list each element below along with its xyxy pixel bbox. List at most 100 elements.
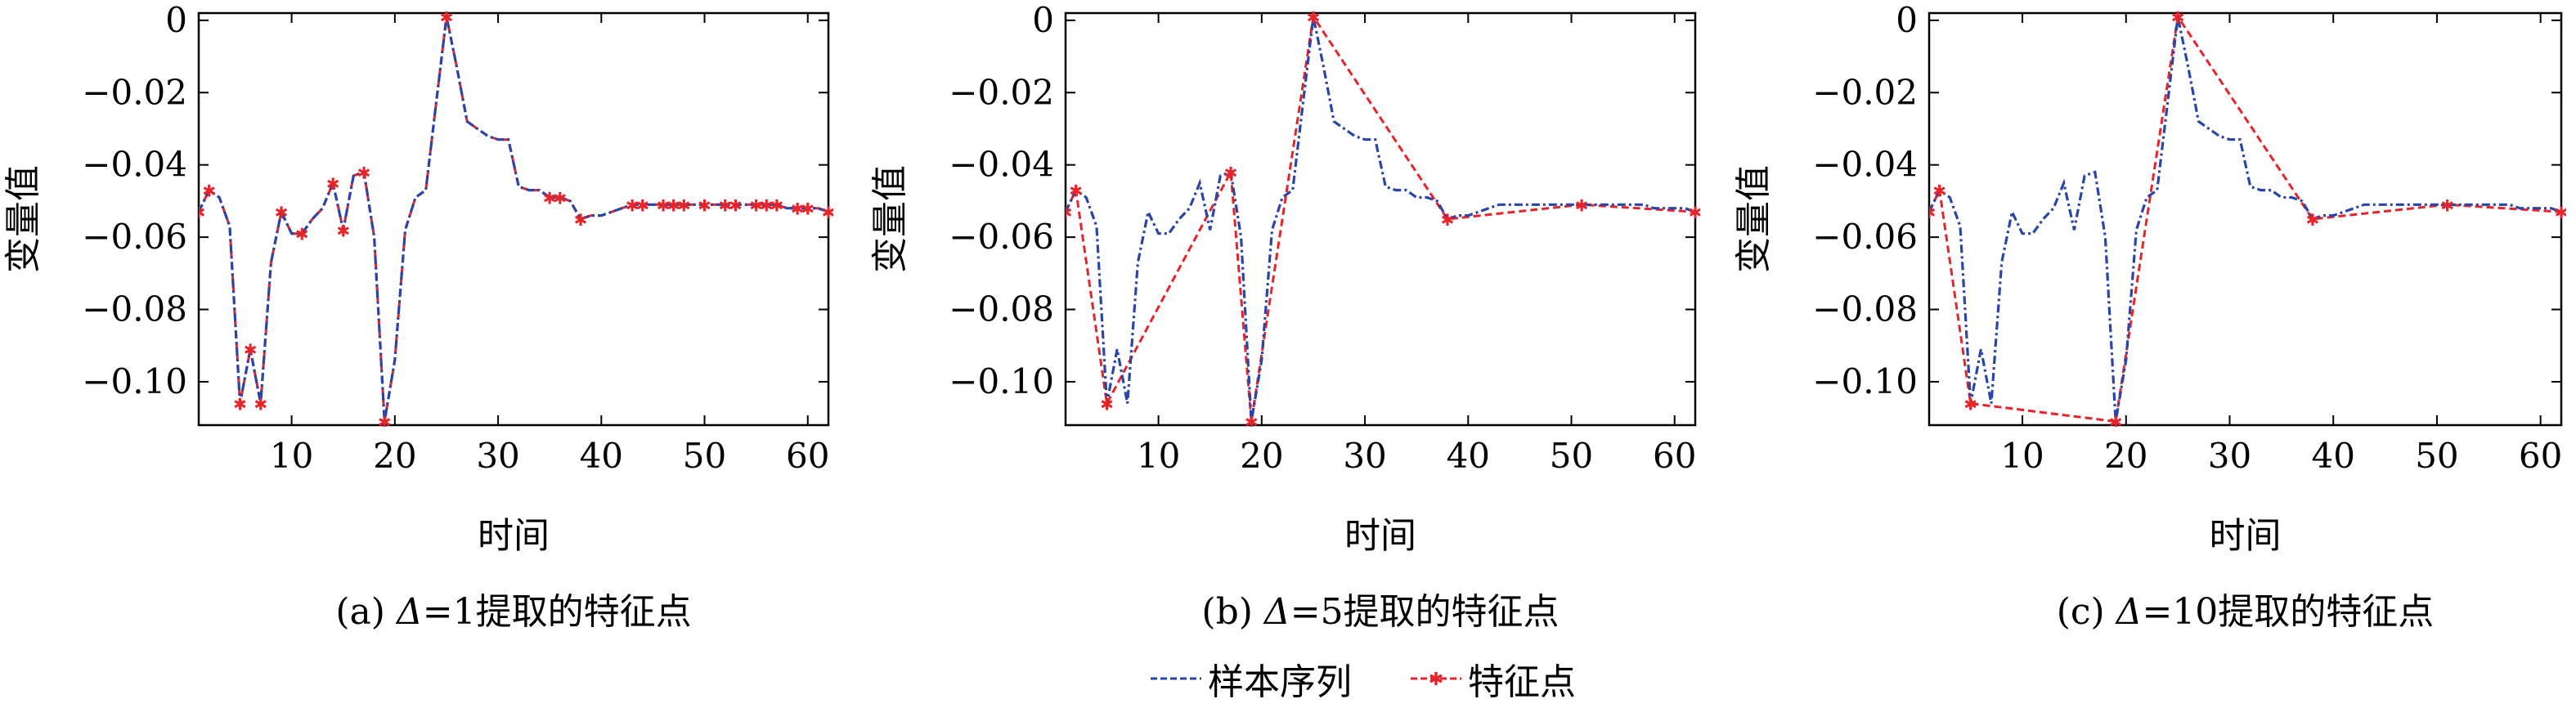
x-tick-label: 10 [270,436,313,476]
subfigure-caption: (a) Δ=1提取的特征点 [335,582,691,634]
feature-line [199,16,829,422]
y-axis-label: 变量值 [2,165,44,273]
x-tick-label: 40 [1447,436,1490,476]
caption-delta-symbol: Δ [1263,591,1290,633]
y-axis-label: 变量值 [1733,165,1775,273]
feature-point-marker: ✱ [1059,203,1073,222]
legend-item-feature: ✱ 特征点 [1409,652,1576,705]
legend-item-sample: 样本序列 [1149,652,1352,705]
caption-prefix: (c) [2056,591,2116,633]
feature-point-marker: ✱ [698,195,711,215]
legend-label-feature: 特征点 [1468,661,1576,703]
y-tick-label: −0.04 [949,145,1054,185]
feature-point-marker: ✱ [1069,181,1083,201]
feature-point-marker: ✱ [1923,203,1936,222]
feature-point-marker: ✱ [770,195,784,215]
feature-point-marker: ✱ [2440,195,2454,215]
feature-point-marker: ✱ [791,199,805,219]
x-tick-label: 10 [2000,436,2044,476]
x-tick-label: 10 [1137,436,1180,476]
feature-point-marker: ✱ [244,340,258,360]
sample-line [1066,16,1696,422]
feature-point-marker: ✱ [801,199,815,219]
x-tick-label: 30 [1343,436,1386,476]
feature-line [1066,13,1696,422]
plot-frame [197,11,830,427]
subfigure-caption: (b) Δ=5提取的特征点 [1201,582,1559,634]
feature-point-marker: ✱ [440,7,454,27]
chart-panel-3: 10 20 30 40 50 60 0 −0.02 −0.04 −0.06 −0.08 −0.10 时间… [1733,0,2569,557]
feature-point-marker: ✱ [729,195,743,215]
caption-delta-symbol: Δ [2116,591,2143,633]
y-tick-label: 0 [1896,0,1918,40]
feature-point-marker: ✱ [357,164,371,183]
feature-point-marker: ✱ [326,174,340,194]
feature-point-marker: ✱ [378,413,392,432]
feature-point-marker: ✱ [192,203,206,222]
feature-point-marker: ✱ [553,188,567,208]
feature-point-marker: ✱ [2171,7,2185,27]
feature-point-marker: ✱ [2305,210,2319,230]
dashed-star-line-icon: ✱ [1411,670,1461,687]
feature-point-marker: ✱ [543,188,557,208]
x-tick-label: 50 [2415,436,2458,476]
feature-point-marker: ✱ [1575,195,1589,215]
feature-point-marker: ✱ [1224,164,1238,183]
plot-frame [1928,11,2563,427]
feature-point-marker: ✱ [1307,7,1321,27]
x-tick-label: 60 [786,436,829,476]
y-tick-label: −0.06 [949,217,1054,257]
legend: 样本序列 ✱ 特征点 [1149,654,1633,703]
feature-point-marker: ✱ [295,225,309,244]
feature-point-marker: ✱ [2555,203,2569,222]
feature-point-marker: ✱ [822,203,836,222]
y-tick-label: −0.02 [1812,72,1918,112]
chart-panel-1: 10 20 30 40 50 60 0 −0.02 −0.04 −0.06 −0.08 −0.10 时间… [2,0,836,557]
sample-line [1929,16,2562,422]
plot-area: ✱✱✱✱✱✱✱✱✱✱✱✱✱✱✱✱✱ ✱✱✱ ✱ ✱✱ ✱✱✱ ✱✱ ✱ [192,7,836,432]
y-tick-label: −0.02 [949,72,1054,112]
feature-point-marker: ✱ [202,181,216,201]
feature-point-marker: ✱ [635,195,649,215]
y-tick-label: −0.08 [82,289,187,329]
feature-point-marker: ✱ [718,195,732,215]
chart-panel-2: 10 20 30 40 50 60 0 −0.02 −0.04 −0.06 −0.08 −0.10 时间… [869,0,1700,557]
feature-point-marker: ✱ [275,203,289,222]
feature-point-marker: ✱ [2109,413,2123,432]
x-axis-label: 时间 [1344,515,1416,557]
x-tick-label: 50 [683,436,726,476]
x-axis-label: 时间 [478,515,550,557]
x-tick-label: 20 [2104,436,2147,476]
feature-point-marker: ✱ [574,210,588,230]
feature-point-marker: ✱ [1932,181,1946,201]
feature-point-marker: ✱ [657,195,671,215]
x-tick-label: 40 [2311,436,2354,476]
legend-label-sample: 样本序列 [1208,661,1352,703]
feature-point-marker: ✱ [233,394,247,414]
feature-point-marker: ✱ [677,195,691,215]
svg-text:✱: ✱ [1429,670,1443,687]
y-tick-label: −0.06 [1812,217,1918,257]
subfigure-caption: (c) Δ=10提取的特征点 [2057,582,2435,634]
caption-text: =10提取的特征点 [2142,591,2435,633]
x-tick-label: 30 [2208,436,2251,476]
x-tick-label: 30 [476,436,519,476]
feature-point-marker: ✱ [666,195,680,215]
feature-point-marker: ✱ [1441,210,1455,230]
y-tick-label: 0 [1032,0,1054,40]
caption-prefix: (a) [335,591,397,633]
sample-line [199,16,829,422]
feature-point-marker: ✱ [1100,394,1114,414]
dashed-line-icon [1151,677,1201,680]
feature-point-marker: ✱ [749,195,763,215]
feature-point-marker: ✱ [336,221,350,240]
plot-area: ✱ ✱ ✱ ✱ ✱ ✱ ✱ ✱ [1923,7,2569,432]
feature-point-marker: ✱ [254,394,267,414]
x-tick-label: 50 [1550,436,1593,476]
caption-delta-symbol: Δ [396,591,423,633]
y-axis-label: 变量值 [869,165,911,273]
y-tick-label: −0.10 [82,361,187,401]
caption-prefix: (b) [1201,591,1264,633]
caption-text: =5提取的特征点 [1290,591,1560,633]
